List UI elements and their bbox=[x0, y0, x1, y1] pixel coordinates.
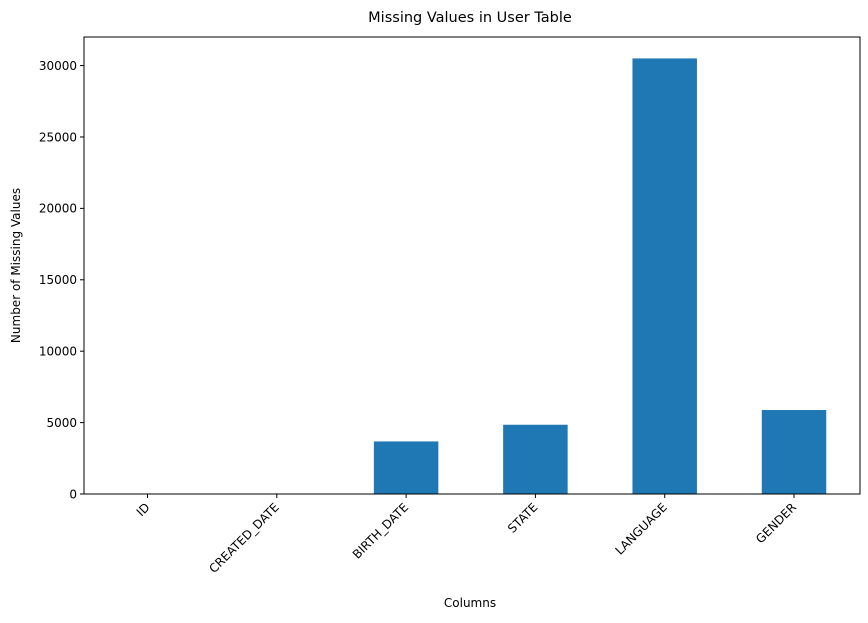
y-tick-label: 15000 bbox=[39, 273, 77, 287]
bar-birth-date bbox=[373, 441, 439, 494]
x-axis-label: Columns bbox=[444, 596, 496, 610]
x-axis-ticks: ID CREATED_DATE BIRTH_DATE STATE LANGUAGE GEN… bbox=[134, 494, 799, 576]
y-tick-label: 0 bbox=[69, 487, 77, 501]
bar-gender bbox=[761, 410, 827, 494]
x-tick-label-birth-date: BIRTH_DATE bbox=[350, 500, 411, 561]
x-tick-label-id: ID bbox=[134, 500, 153, 519]
y-axis-label: Number of Missing Values bbox=[9, 188, 23, 343]
y-tick-label: 20000 bbox=[39, 202, 77, 216]
y-tick-label: 30000 bbox=[39, 59, 77, 73]
bars-layer bbox=[373, 58, 827, 495]
y-tick-label: 10000 bbox=[39, 344, 77, 358]
x-tick-label-gender: GENDER bbox=[753, 500, 799, 546]
chart-title: Missing Values in User Table bbox=[368, 10, 572, 26]
x-tick-label-language: LANGUAGE bbox=[612, 500, 669, 557]
y-tick-label: 25000 bbox=[39, 130, 77, 144]
plot-area-frame bbox=[83, 36, 861, 495]
x-tick-label-created-date: CREATED_DATE bbox=[206, 500, 282, 576]
x-tick-label-state: STATE bbox=[505, 500, 541, 536]
bar-language bbox=[632, 58, 697, 495]
bar-state bbox=[503, 424, 568, 494]
y-axis-ticks: 0 5000 10000 15000 20000 25000 30000 bbox=[39, 59, 84, 501]
y-tick-label: 5000 bbox=[46, 416, 77, 430]
